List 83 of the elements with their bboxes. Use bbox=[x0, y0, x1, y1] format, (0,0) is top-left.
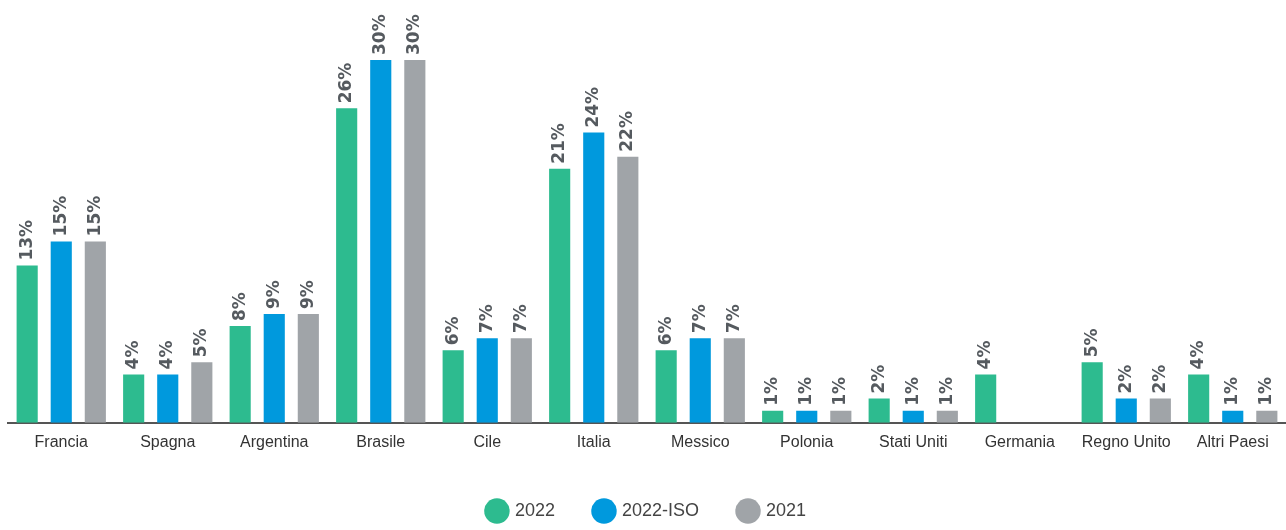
data-label: 7% bbox=[509, 304, 530, 334]
data-label: 5% bbox=[190, 328, 211, 358]
bar bbox=[191, 362, 213, 423]
data-label: 9% bbox=[262, 280, 283, 309]
legend-label: 2022-ISO bbox=[621, 499, 700, 520]
bar bbox=[830, 410, 852, 423]
x-tick-label: Messico bbox=[670, 432, 730, 450]
data-label: 24% bbox=[582, 86, 603, 128]
x-tick-label: Italia bbox=[576, 432, 611, 450]
x-tick-label: Regno Unito bbox=[1081, 432, 1171, 450]
data-label: 2% bbox=[867, 364, 888, 394]
data-label: 2% bbox=[1148, 364, 1169, 394]
data-label: 22% bbox=[616, 111, 637, 152]
x-tick-label: Polonia bbox=[780, 432, 834, 450]
data-label: 15% bbox=[83, 195, 104, 237]
bar bbox=[510, 338, 532, 423]
bar bbox=[723, 338, 745, 423]
bar bbox=[1115, 398, 1137, 423]
bar bbox=[762, 410, 784, 423]
bar bbox=[123, 374, 145, 423]
x-tick-label: Francia bbox=[34, 432, 89, 450]
bar bbox=[370, 60, 392, 423]
data-label: 13% bbox=[15, 219, 36, 261]
bar bbox=[16, 265, 38, 423]
data-label: 1% bbox=[1221, 376, 1242, 406]
data-label: 1% bbox=[1255, 376, 1276, 406]
bar bbox=[50, 241, 72, 423]
data-label: 2% bbox=[1114, 364, 1135, 394]
bar bbox=[936, 410, 958, 423]
x-tick-label: Argentina bbox=[240, 432, 309, 450]
bar bbox=[1188, 374, 1210, 423]
x-tick-label: Cile bbox=[473, 432, 502, 450]
bar bbox=[442, 350, 464, 423]
data-label: 21% bbox=[548, 123, 569, 164]
legend-label: 2022 bbox=[514, 499, 555, 520]
data-label: 15% bbox=[49, 195, 70, 237]
bar bbox=[1222, 410, 1244, 423]
data-label: 6% bbox=[654, 316, 675, 346]
bar bbox=[902, 410, 924, 423]
bar bbox=[617, 156, 639, 423]
data-label: 7% bbox=[475, 304, 496, 334]
data-label: 5% bbox=[1080, 328, 1101, 358]
data-label: 4% bbox=[974, 340, 995, 370]
x-tick-label: Altri Paesi bbox=[1196, 432, 1269, 450]
x-tick-label: Spagna bbox=[140, 432, 196, 450]
x-tick-label: Germania bbox=[984, 432, 1055, 450]
x-tick-label: Stati Uniti bbox=[879, 432, 948, 450]
bar bbox=[157, 374, 179, 423]
data-label: 1% bbox=[761, 376, 782, 406]
bar bbox=[263, 313, 285, 423]
bar bbox=[1256, 410, 1278, 423]
bar bbox=[1081, 362, 1103, 423]
data-label: 9% bbox=[296, 280, 317, 309]
data-label: 4% bbox=[156, 340, 177, 370]
bar bbox=[229, 326, 251, 423]
bar bbox=[796, 410, 818, 423]
bar bbox=[404, 60, 426, 423]
data-label: 7% bbox=[722, 304, 743, 334]
data-label: 30% bbox=[369, 14, 390, 55]
data-label: 7% bbox=[688, 304, 709, 334]
data-label: 30% bbox=[403, 14, 424, 55]
bar bbox=[975, 374, 997, 423]
bar bbox=[297, 313, 319, 423]
data-label: 8% bbox=[228, 292, 249, 322]
bar bbox=[868, 398, 890, 423]
data-label: 1% bbox=[935, 376, 956, 406]
data-label: 6% bbox=[441, 316, 462, 346]
bar bbox=[84, 241, 106, 423]
data-label: 26% bbox=[335, 62, 356, 104]
data-label: 4% bbox=[122, 340, 143, 370]
bar bbox=[549, 168, 571, 423]
bar bbox=[583, 132, 605, 423]
x-tick-label: Brasile bbox=[356, 432, 406, 450]
data-label: 1% bbox=[795, 376, 816, 406]
data-label: 1% bbox=[829, 376, 850, 406]
bar bbox=[476, 338, 498, 423]
bar bbox=[655, 350, 677, 423]
bar bbox=[336, 108, 358, 423]
bar bbox=[1149, 398, 1171, 423]
data-label: 4% bbox=[1187, 340, 1208, 370]
legend-label: 2021 bbox=[766, 499, 807, 520]
data-label: 1% bbox=[901, 376, 922, 406]
bar bbox=[689, 338, 711, 423]
